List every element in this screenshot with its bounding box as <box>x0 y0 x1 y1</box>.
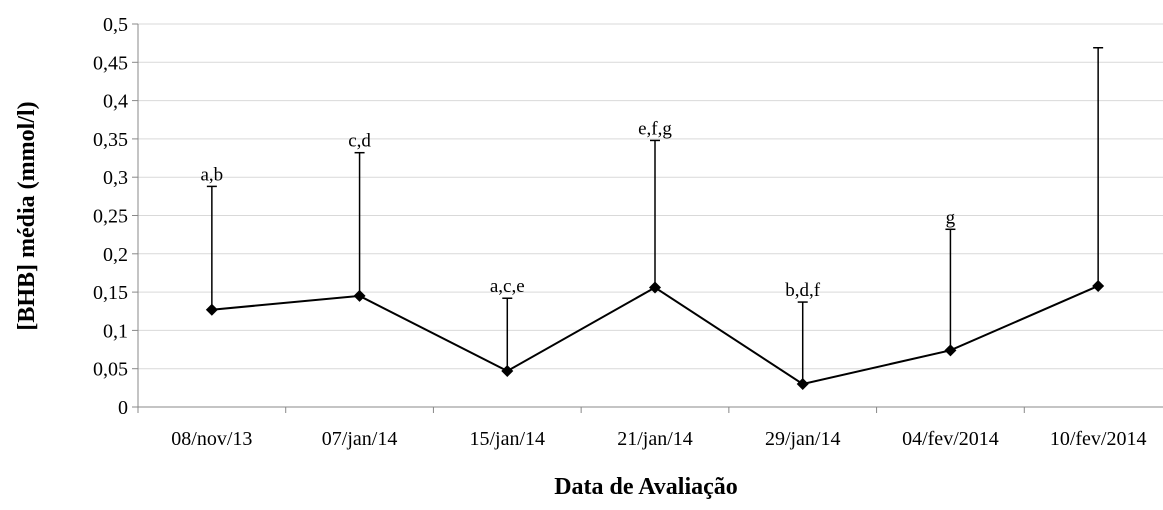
error-bars <box>206 46 1104 385</box>
data-point <box>649 281 661 294</box>
y-tick-label: 0,45 <box>93 52 128 74</box>
y-tick-label: 0,1 <box>103 320 128 342</box>
gridlines <box>138 23 1163 370</box>
annotation-label: g <box>946 207 956 228</box>
y-tick-label: 0,15 <box>93 282 128 304</box>
series-line <box>211 285 1099 386</box>
data-point <box>353 289 366 302</box>
annotations: a,b c,d a,c,e e,f,g b,d,f g <box>201 118 956 301</box>
y-tick-label: 0 <box>118 397 128 419</box>
y-tick-label: 0,3 <box>103 167 128 189</box>
y-tick-label: 0,35 <box>93 129 128 151</box>
data-point <box>796 378 809 391</box>
x-axis-title: Data de Avaliação <box>554 474 738 500</box>
data-points <box>205 279 1105 391</box>
data-point <box>501 364 514 377</box>
y-tick-label: 0,25 <box>93 206 128 228</box>
tick-labels: 0 0,05 0,1 0,15 0,2 0,25 0,3 0,35 0,4 0,45 0,5 08/n… <box>93 14 1146 450</box>
annotation-label: c,d <box>348 131 371 152</box>
x-tick-label: 08/nov/13 <box>171 428 252 450</box>
x-tick-label: 07/jan/14 <box>322 428 398 450</box>
y-axis-title: [BHB] média (mmol/l) <box>14 101 40 330</box>
annotation-label: a,b <box>201 164 224 185</box>
annotation-label: a,c,e <box>490 276 525 297</box>
y-tick-label: 0,5 <box>103 14 128 36</box>
y-tick-label: 0,2 <box>103 244 128 266</box>
x-tick-label: 21/jan/14 <box>617 428 693 450</box>
annotation-label: b,d,f <box>785 280 821 301</box>
x-tick-label: 15/jan/14 <box>470 428 546 450</box>
x-tick-label: 29/jan/14 <box>765 428 841 450</box>
data-point <box>1092 279 1105 292</box>
y-tick-label: 0,05 <box>93 359 128 381</box>
x-tick-label: 04/fev/2014 <box>902 428 999 450</box>
data-point <box>205 303 218 316</box>
axes <box>132 23 1163 413</box>
y-tick-label: 0,4 <box>103 91 128 113</box>
x-tick-label: 10/fev/2014 <box>1050 428 1147 450</box>
annotation-label: e,f,g <box>638 118 672 139</box>
series-line <box>211 285 1099 386</box>
data-point <box>944 344 957 357</box>
